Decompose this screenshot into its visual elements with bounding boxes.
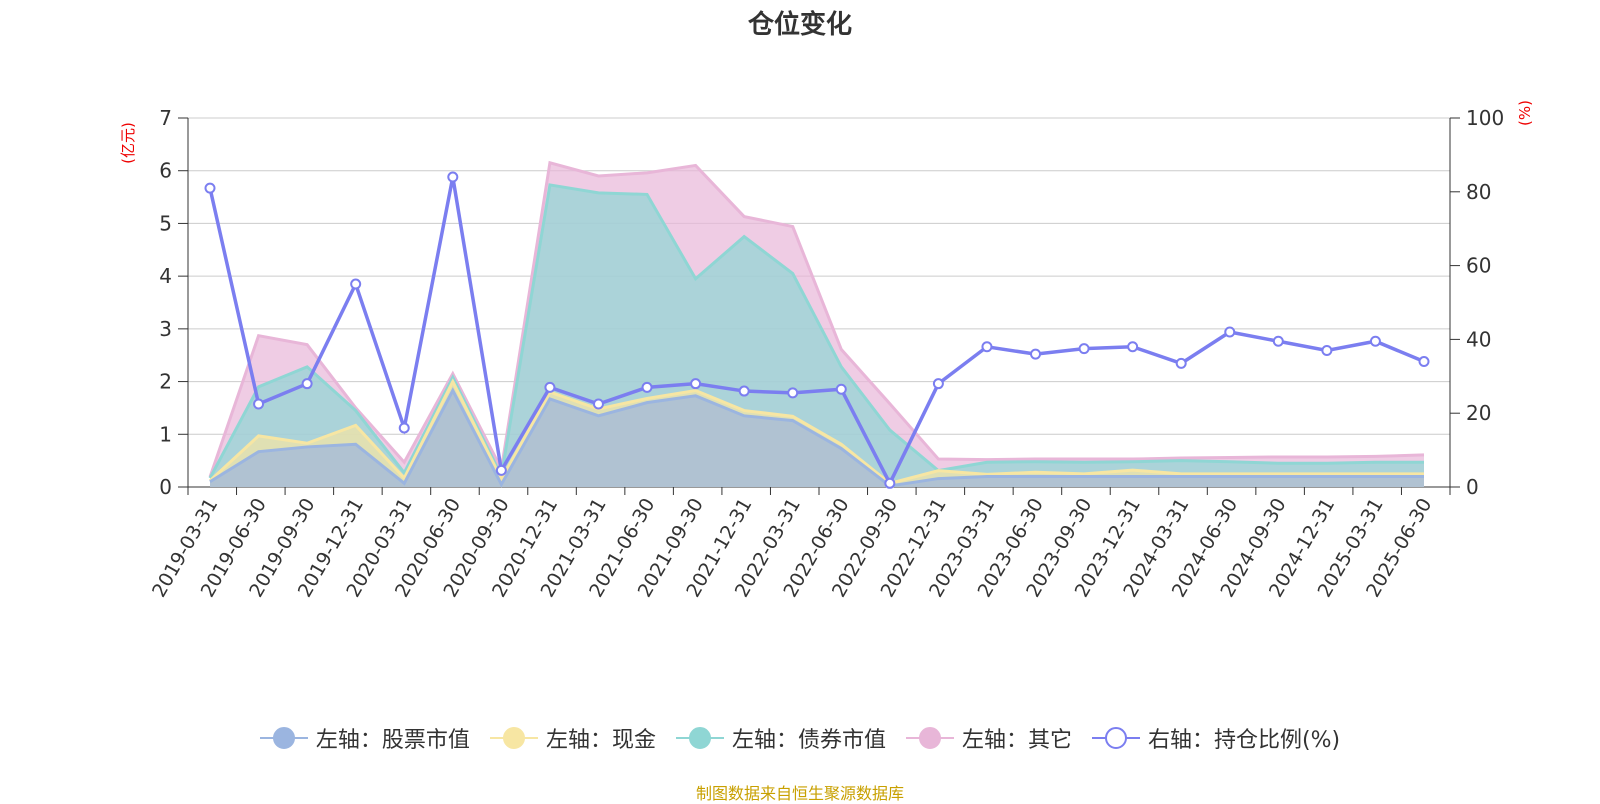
legend-label: 左轴：现金 (545, 728, 656, 753)
line-point (787, 387, 799, 399)
line-point (1418, 356, 1430, 368)
left-axis-unit: (亿元) (119, 122, 137, 164)
right-tick-label: 60 (1466, 254, 1491, 278)
area-edge-左轴：现金 (208, 378, 1424, 485)
line-point (447, 171, 459, 183)
line-point (932, 378, 944, 390)
area-edge-左轴：债券市值 (208, 183, 1424, 481)
legend-item[interactable]: 左轴：其它 (905, 722, 1072, 754)
right-tick-label: 0 (1466, 475, 1479, 499)
legend: 左轴：股票市值 左轴：现金 左轴：债券市值 左轴：其它 右轴：持仓比例(%) (0, 722, 1600, 754)
legend-marker (675, 727, 724, 749)
line-point (204, 182, 216, 194)
line-point (398, 422, 410, 434)
legend-item[interactable]: 右轴：持仓比例(%) (1091, 722, 1341, 754)
left-tick-label: 2 (159, 370, 172, 394)
area-edge-左轴：股票市值 (209, 387, 1424, 488)
line-point (1175, 357, 1187, 369)
line-point (1321, 344, 1333, 356)
left-tick-label: 4 (159, 264, 172, 288)
right-tick-label: 80 (1466, 180, 1491, 204)
legend-label: 左轴：股票市值 (315, 728, 470, 753)
left-tick-label: 7 (159, 106, 172, 130)
line-point (544, 381, 556, 393)
line-holding-ratio (208, 176, 1425, 488)
right-tick-label: 100 (1466, 106, 1504, 130)
source-note: 制图数据来自恒生聚源数据库 (695, 784, 904, 803)
left-tick-label: 3 (159, 317, 172, 341)
line-point (1030, 348, 1042, 360)
line-point (350, 278, 362, 290)
left-tick-label: 5 (159, 211, 172, 235)
chart-title: 仓位变化 (747, 10, 852, 40)
chart-plot: 01234567020406080100(亿元)(%)2019-03-31201… (119, 100, 1534, 601)
legend-label: 左轴：其它 (961, 728, 1072, 753)
legend-marker (489, 727, 538, 749)
right-axis-unit: (%) (1516, 100, 1534, 126)
line-point (1272, 335, 1284, 347)
left-tick-label: 1 (159, 422, 172, 446)
area-edge-左轴：其它 (208, 160, 1425, 478)
legend-label: 左轴：债券市值 (731, 728, 886, 753)
line-point (301, 378, 313, 390)
legend-item[interactable]: 左轴：现金 (489, 722, 656, 754)
line-point (641, 381, 653, 393)
left-tick-label: 0 (159, 475, 172, 499)
legend-item[interactable]: 左轴：债券市值 (675, 722, 886, 754)
legend-label: 右轴：持仓比例(%) (1147, 728, 1341, 753)
line-point (690, 378, 702, 390)
line-point (981, 341, 993, 353)
line-point (884, 477, 896, 489)
line-point (1127, 341, 1139, 353)
line-point (592, 398, 604, 410)
right-tick-label: 20 (1466, 401, 1491, 425)
legend-marker (905, 727, 954, 749)
line-point (1224, 326, 1236, 338)
legend-marker (259, 727, 308, 749)
line-point (1078, 343, 1090, 355)
left-tick-label: 6 (159, 159, 172, 183)
legend-item[interactable]: 左轴：股票市值 (259, 722, 470, 754)
line-point (738, 385, 750, 397)
line-point (495, 464, 507, 476)
right-tick-label: 40 (1466, 327, 1491, 351)
area-左轴：股票市值 (210, 390, 1424, 487)
legend-marker (1091, 727, 1140, 749)
line-point (1369, 335, 1381, 347)
line-point (253, 398, 265, 410)
line-point (835, 383, 847, 395)
